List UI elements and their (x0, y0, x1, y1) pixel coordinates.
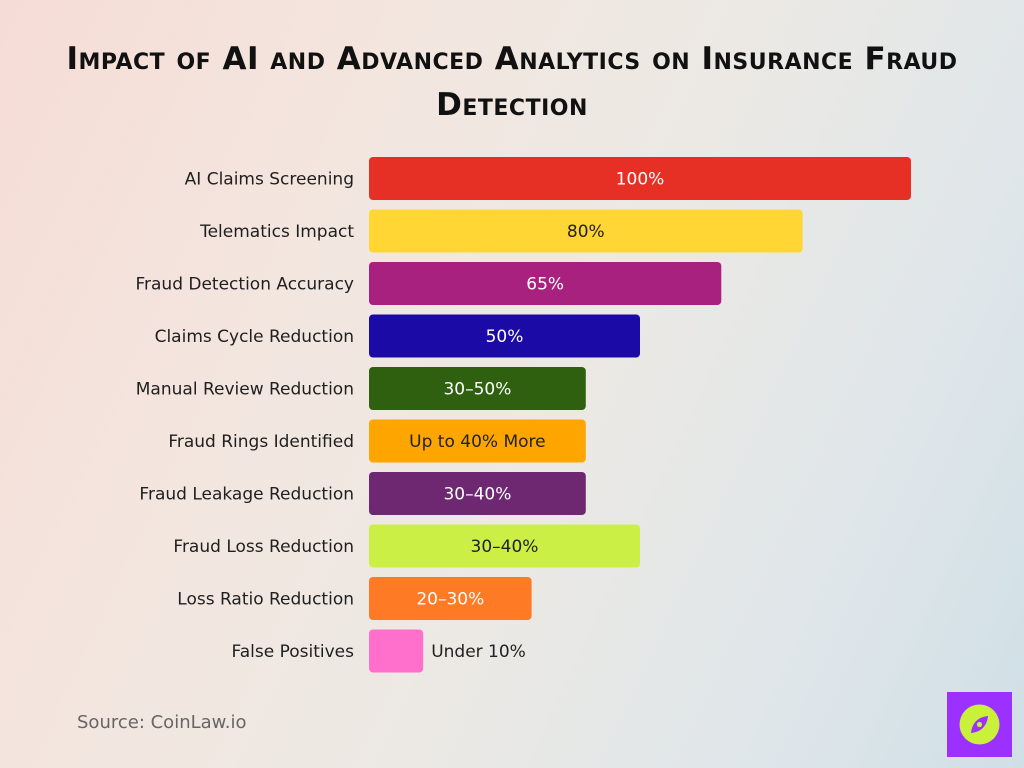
category-label: Fraud Leakage Reduction (139, 485, 354, 505)
category-label: Fraud Loss Reduction (173, 537, 354, 557)
value-label: Up to 40% More (409, 432, 545, 452)
category-label: Fraud Rings Identified (168, 432, 354, 452)
value-label: 80% (567, 222, 605, 242)
bar-0 (369, 157, 911, 200)
brand-logo (947, 692, 1012, 757)
category-label: Loss Ratio Reduction (177, 590, 354, 610)
value-label: Under 10% (431, 642, 526, 662)
bar-1 (369, 209, 803, 253)
category-label: Manual Review Reduction (136, 380, 354, 400)
bar-3 (369, 314, 640, 358)
compass-icon (947, 692, 1012, 757)
category-label: Fraud Detection Accuracy (135, 275, 354, 295)
category-label: False Positives (232, 642, 355, 662)
bar-4 (369, 367, 586, 410)
value-label: 20–30% (416, 590, 484, 610)
value-label: 30–40% (471, 537, 539, 557)
value-label: 65% (526, 275, 564, 295)
bar-5 (369, 419, 586, 463)
category-label: AI Claims Screening (185, 170, 354, 190)
bar-2 (369, 262, 722, 305)
category-label: Claims Cycle Reduction (155, 327, 354, 347)
value-label: 50% (486, 327, 524, 347)
bar-6 (369, 472, 586, 515)
category-label: Telematics Impact (199, 222, 354, 242)
value-label: 100% (616, 170, 665, 190)
bar-8 (369, 577, 532, 620)
source-note: Source: CoinLaw.io (77, 712, 247, 733)
bar-9 (369, 629, 424, 673)
value-label: 30–50% (443, 380, 511, 400)
value-label: 30–40% (443, 485, 511, 505)
bar-7 (369, 524, 640, 568)
chart-title: Impact of AI and Advanced Analytics on I… (66, 41, 958, 123)
